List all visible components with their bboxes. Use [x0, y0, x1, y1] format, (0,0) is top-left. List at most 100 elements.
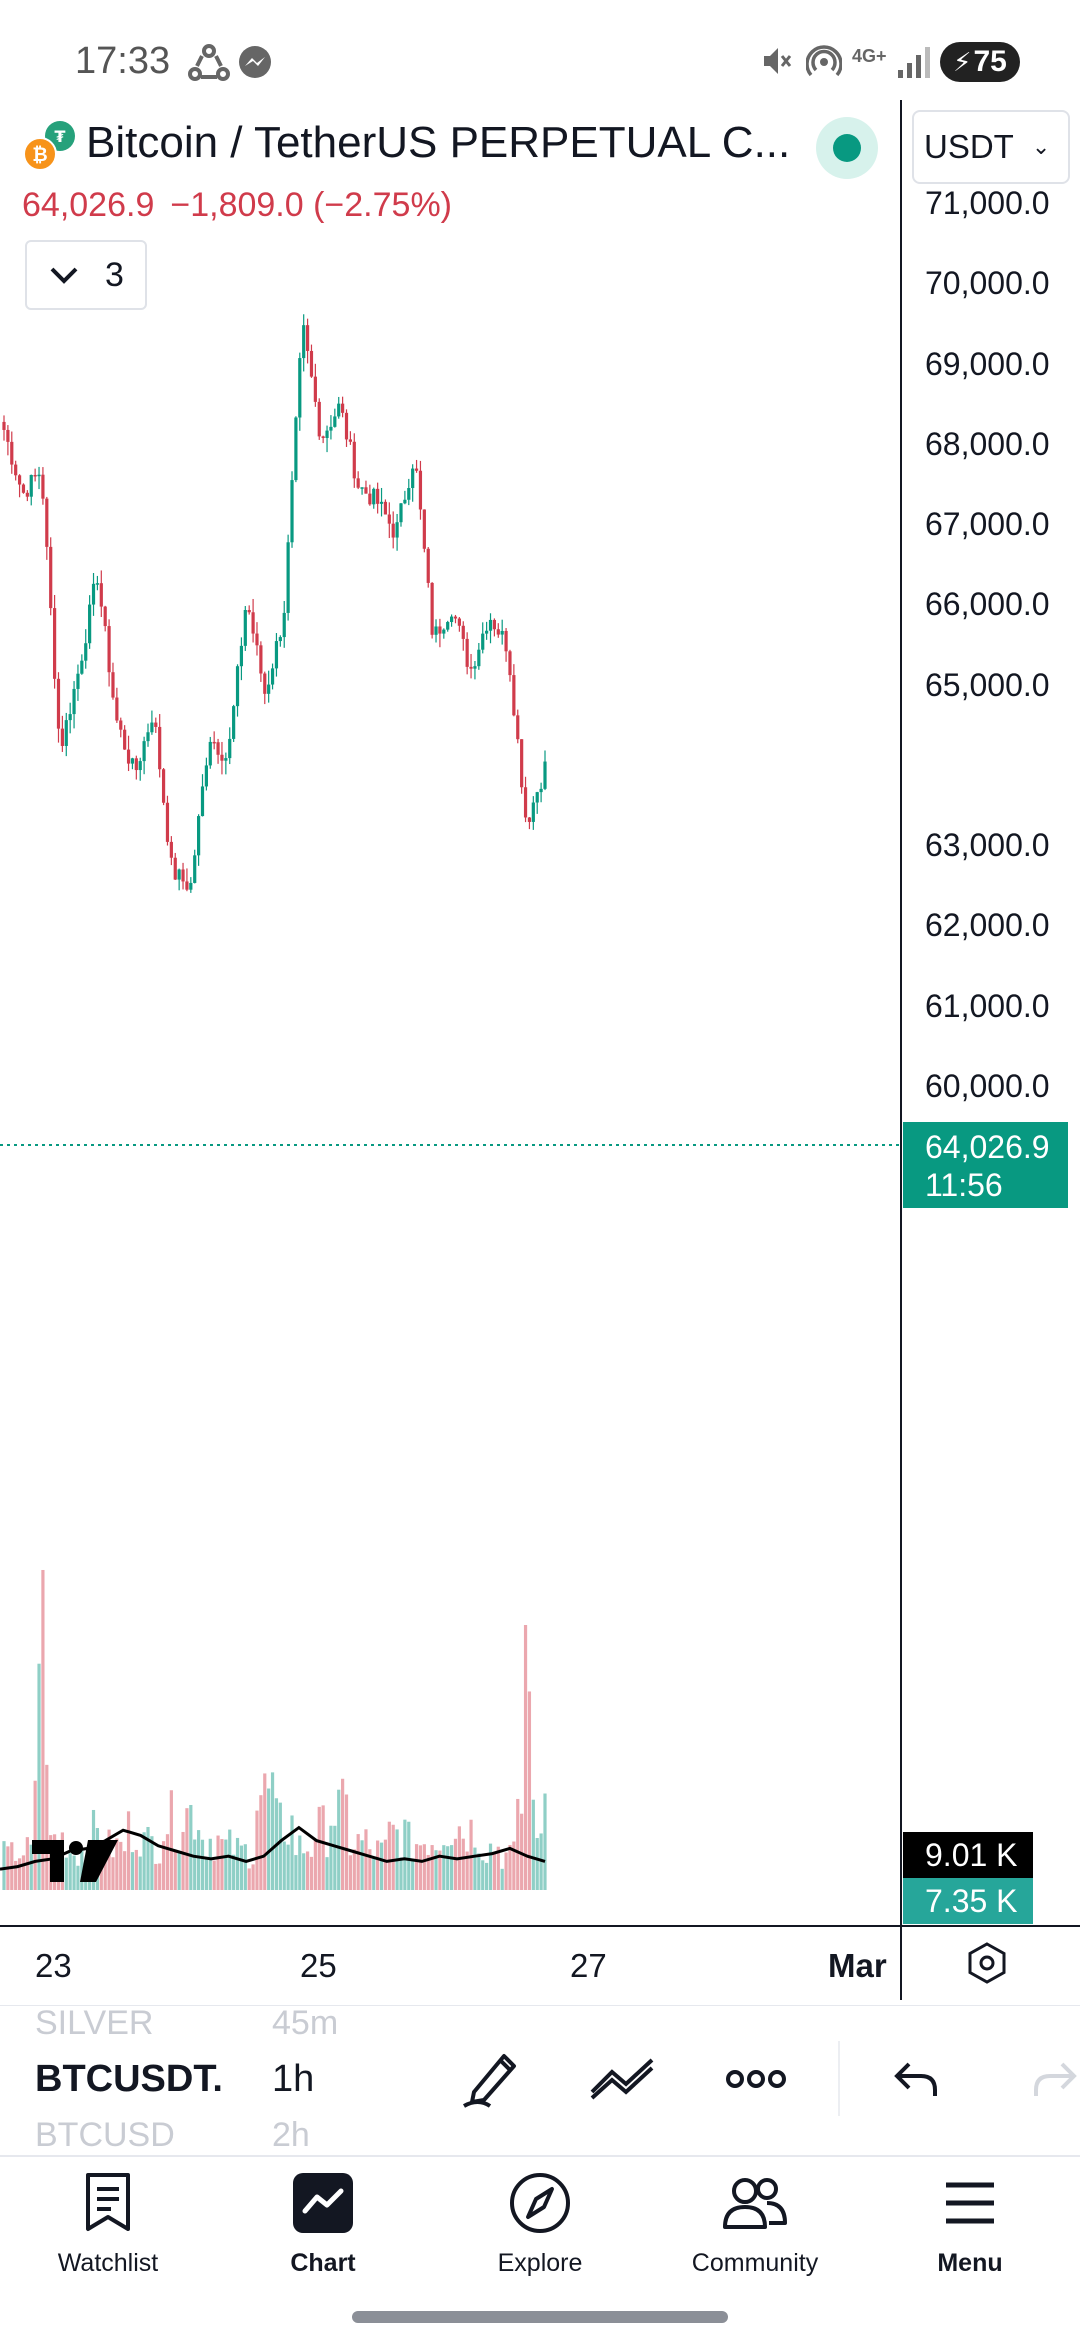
nav-menu[interactable]: Menu: [870, 2171, 1070, 2278]
studies-toggle-button[interactable]: 3: [25, 240, 147, 310]
candle-body: [399, 503, 403, 523]
candle-body: [329, 426, 333, 431]
nav-watchlist[interactable]: Watchlist: [8, 2171, 208, 2278]
volume-bar: [193, 1839, 197, 1890]
volume-bar: [485, 1862, 489, 1890]
4g-icon: 4G+: [852, 46, 887, 66]
bottom-navigation: Watchlist Chart Explore Community Menu: [0, 2155, 1080, 2340]
y-tick-label: 66,000.0: [925, 586, 1050, 623]
interval-picker-next[interactable]: 2h: [272, 2116, 310, 2154]
candle-body: [17, 475, 22, 485]
volume-bar: [364, 1829, 368, 1890]
volume-bar: [247, 1868, 251, 1890]
candle-body: [130, 758, 135, 764]
candle-body: [383, 501, 388, 515]
candle-body: [25, 492, 29, 497]
candle-body: [481, 633, 485, 650]
last-price-value: 64,026.9: [925, 1129, 1050, 1165]
y-tick-label: 65,000.0: [925, 666, 1050, 703]
candle-body: [76, 673, 80, 689]
volume-bar: [204, 1857, 208, 1890]
volume-bar: [37, 1663, 41, 1890]
candle-body: [56, 678, 61, 729]
volume-bar: [516, 1798, 520, 1890]
volume-bar: [181, 1831, 185, 1890]
y-tick-label: 71,000.0: [925, 185, 1050, 221]
price-row: 64,026.9 −1,809.0 (−2.75%): [22, 186, 452, 225]
nav-community[interactable]: Community: [655, 2171, 855, 2278]
candle-body: [91, 583, 96, 605]
chart-canvas[interactable]: [0, 100, 900, 1925]
symbol-title[interactable]: Bitcoin / TetherUS PERPETUAL C...: [86, 118, 791, 167]
market-open-indicator[interactable]: [816, 117, 878, 179]
nav-chart[interactable]: Chart: [223, 2171, 423, 2278]
mute-icon: [764, 48, 792, 74]
candle-body: [111, 672, 115, 698]
symbol-picker[interactable]: BTCUSDT.: [35, 2058, 223, 2100]
home-indicator[interactable]: [352, 2311, 728, 2323]
y-tick-label: 68,000.0: [925, 425, 1050, 462]
candle-body: [403, 499, 407, 504]
candle-body: [41, 474, 45, 499]
time-axis[interactable]: 23 25 27 Mar: [0, 1925, 1080, 2005]
volume-series: [2, 1569, 547, 1890]
symbol-picker-next[interactable]: BTCUSD: [35, 2116, 175, 2154]
currency-value: USDT: [924, 128, 1014, 165]
candle-body: [286, 542, 290, 613]
candle-body: [379, 501, 384, 504]
candle-body: [263, 673, 267, 694]
price-change: −1,809.0 (−2.75%): [170, 186, 453, 224]
candle-body: [465, 638, 469, 667]
candle-body: [344, 412, 349, 440]
volume-bar: [142, 1832, 146, 1890]
volume-bar: [348, 1855, 352, 1890]
candle-body: [80, 660, 84, 674]
symbol-logo[interactable]: ₮ ₿: [20, 120, 80, 180]
candle-body: [49, 546, 53, 609]
candle-body: [181, 869, 185, 882]
interval-picker[interactable]: 1h: [272, 2058, 315, 2100]
nav-label: Chart: [290, 2249, 356, 2277]
volume-bar: [512, 1841, 516, 1890]
nav-explore[interactable]: Explore: [440, 2171, 640, 2278]
candle-body: [531, 802, 535, 822]
candle-body: [473, 666, 477, 669]
candle-body: [360, 487, 364, 489]
interval-picker-prev[interactable]: 45m: [272, 2004, 339, 2042]
volume-bar: [442, 1845, 446, 1890]
volume-bar: [189, 1804, 193, 1890]
candle-body: [305, 325, 310, 351]
candle-body: [107, 626, 111, 673]
candle-body: [317, 401, 321, 437]
undo-icon[interactable]: [893, 2060, 939, 2100]
volume-bar: [325, 1857, 329, 1890]
volume-bar: [169, 1790, 173, 1890]
candle-body: [302, 325, 306, 359]
volume-bar: [500, 1868, 504, 1890]
drawing-tool-icon[interactable]: [460, 2048, 520, 2110]
candlestick-series: [2, 314, 547, 893]
volume-bar: [341, 1778, 345, 1890]
volume-bar: [504, 1852, 508, 1890]
volume-bar: [228, 1829, 232, 1890]
last-price: 64,026.9: [22, 186, 155, 224]
volume-bar: [290, 1815, 294, 1890]
redo-icon[interactable]: [1032, 2060, 1078, 2100]
volume-bar: [535, 1838, 539, 1890]
candle-body: [119, 720, 123, 730]
candle-body: [325, 430, 329, 438]
candle-body: [488, 619, 493, 631]
currency-select[interactable]: USDT ⌄: [912, 110, 1070, 184]
volume-bar: [434, 1850, 438, 1890]
trend-tools-icon[interactable]: [588, 2056, 658, 2100]
chart-settings-icon[interactable]: [965, 1941, 1009, 1985]
volume-bar: [531, 1799, 535, 1890]
volume-bar: [33, 1780, 37, 1890]
volume-bar: [344, 1794, 349, 1890]
more-icon[interactable]: [725, 2068, 787, 2090]
candle-body: [485, 630, 489, 634]
volume-bar: [286, 1844, 290, 1890]
volume-bar: [239, 1845, 244, 1890]
candle-body: [270, 668, 275, 685]
symbol-picker-prev[interactable]: SILVER: [35, 2004, 154, 2042]
